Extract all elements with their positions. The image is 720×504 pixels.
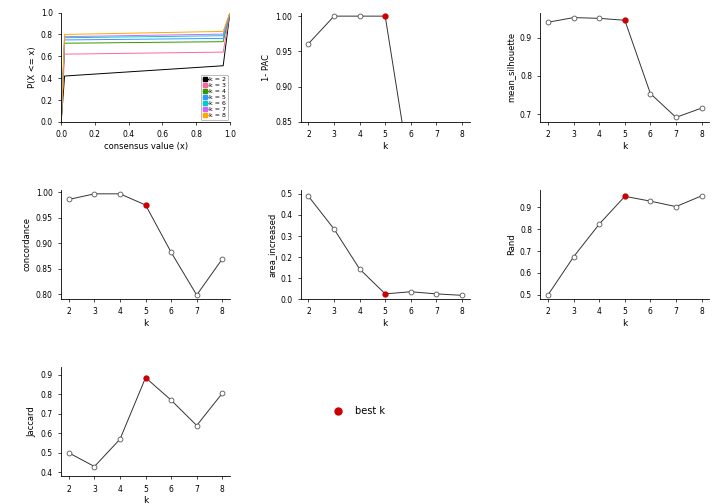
X-axis label: consensus value (x): consensus value (x) <box>104 142 188 151</box>
Y-axis label: Rand: Rand <box>507 234 516 255</box>
X-axis label: k: k <box>143 496 148 504</box>
Y-axis label: P(X <= x): P(X <= x) <box>27 46 37 88</box>
X-axis label: k: k <box>382 142 388 151</box>
Y-axis label: 1- PAC: 1- PAC <box>262 54 271 81</box>
Legend: k = 2, k = 3, k = 4, k = 5, k = 6, k = 7, k = 8: k = 2, k = 3, k = 4, k = 5, k = 6, k = 7… <box>201 75 228 120</box>
Y-axis label: concordance: concordance <box>23 217 32 272</box>
Y-axis label: area_increased: area_increased <box>267 212 276 277</box>
X-axis label: k: k <box>622 142 627 151</box>
X-axis label: k: k <box>382 319 388 328</box>
X-axis label: k: k <box>143 319 148 328</box>
Y-axis label: mean_silhouette: mean_silhouette <box>507 32 516 102</box>
Y-axis label: Jaccard: Jaccard <box>27 406 37 437</box>
Text: best k: best k <box>355 406 384 416</box>
X-axis label: k: k <box>622 319 627 328</box>
